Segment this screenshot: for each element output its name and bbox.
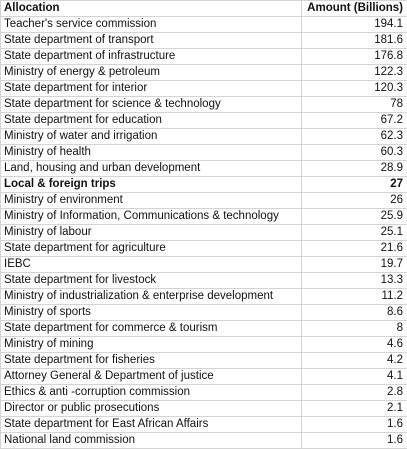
table-row: National land commission 1.6 <box>0 432 407 449</box>
amount-cell: 60.3 <box>301 144 407 161</box>
allocation-cell: State department for East African Affair… <box>0 416 302 433</box>
allocation-cell: State department of infrastructure <box>0 48 302 65</box>
table-row: Ministry of Information, Communications … <box>0 208 407 225</box>
allocation-cell: State department of transport <box>0 32 302 49</box>
amount-cell: 27 <box>301 176 407 193</box>
table-row: Director or public prosecutions 2.1 <box>0 400 407 417</box>
allocation-cell: Ministry of health <box>0 144 302 161</box>
amount-cell: 26 <box>301 192 407 209</box>
allocation-cell: IEBC <box>0 256 302 273</box>
amount-cell: 21.6 <box>301 240 407 257</box>
table-row: IEBC 19.7 <box>0 256 407 273</box>
amount-cell: 4.6 <box>301 336 407 353</box>
amount-cell: 25.9 <box>301 208 407 225</box>
table-row: Ministry of environment 26 <box>0 192 407 209</box>
table-row: Land, housing and urban development 28.9 <box>0 160 407 177</box>
amount-cell: 62.3 <box>301 128 407 145</box>
amount-cell: 120.3 <box>301 80 407 97</box>
table-row: Ministry of health 60.3 <box>0 144 407 161</box>
table-row: State department for interior 120.3 <box>0 80 407 97</box>
allocation-cell: Ethics & anti -corruption commission <box>0 384 302 401</box>
allocation-cell: Ministry of sports <box>0 304 302 321</box>
amount-cell: 4.1 <box>301 368 407 385</box>
allocation-cell: Attorney General & Department of justice <box>0 368 302 385</box>
table-row: Ministry of water and irrigation 62.3 <box>0 128 407 145</box>
amount-cell: 11.2 <box>301 288 407 305</box>
allocation-cell: National land commission <box>0 432 302 449</box>
amount-cell: 4.2 <box>301 352 407 369</box>
table-row: State department of infrastructure 176.8 <box>0 48 407 65</box>
table-row: State department for agriculture 21.6 <box>0 240 407 257</box>
header-row: Allocation Amount (Billions) <box>0 0 407 17</box>
table-row: Teacher's service commission 194.1 <box>0 16 407 33</box>
allocation-cell: Director or public prosecutions <box>0 400 302 417</box>
table-row: Ministry of industrialization & enterpri… <box>0 288 407 305</box>
amount-cell: 19.7 <box>301 256 407 273</box>
column-header-allocation: Allocation <box>0 0 302 17</box>
allocation-cell: State department for commerce & tourism <box>0 320 302 337</box>
amount-cell: 2.1 <box>301 400 407 417</box>
amount-cell: 2.8 <box>301 384 407 401</box>
table-row: Ministry of sports 8.6 <box>0 304 407 321</box>
allocation-cell: Ministry of mining <box>0 336 302 353</box>
amount-cell: 78 <box>301 96 407 113</box>
table-row: Ministry of mining 4.6 <box>0 336 407 353</box>
table-row: State department for livestock 13.3 <box>0 272 407 289</box>
amount-cell: 8 <box>301 320 407 337</box>
amount-cell: 28.9 <box>301 160 407 177</box>
allocation-cell: Local & foreign trips <box>0 176 302 193</box>
allocation-cell: Ministry of energy & petroleum <box>0 64 302 81</box>
amount-cell: 122.3 <box>301 64 407 81</box>
table-row: Ethics & anti -corruption commission 2.8 <box>0 384 407 401</box>
table-row: Attorney General & Department of justice… <box>0 368 407 385</box>
table-row: State department for science & technolog… <box>0 96 407 113</box>
amount-cell: 194.1 <box>301 16 407 33</box>
allocation-cell: State department for education <box>0 112 302 129</box>
allocation-cell: State department for livestock <box>0 272 302 289</box>
allocation-cell: Land, housing and urban development <box>0 160 302 177</box>
allocation-cell: Ministry of Information, Communications … <box>0 208 302 225</box>
table-row: State department for commerce & tourism 8 <box>0 320 407 337</box>
allocation-cell: Teacher's service commission <box>0 16 302 33</box>
allocation-cell: Ministry of water and irrigation <box>0 128 302 145</box>
table-row: State department of transport 181.6 <box>0 32 407 49</box>
amount-cell: 1.6 <box>301 432 407 449</box>
allocation-cell: State department for science & technolog… <box>0 96 302 113</box>
allocation-cell: State department for agriculture <box>0 240 302 257</box>
amount-cell: 13.3 <box>301 272 407 289</box>
column-header-amount: Amount (Billions) <box>301 0 407 17</box>
allocation-cell: State department for interior <box>0 80 302 97</box>
table-row: State department for fisheries 4.2 <box>0 352 407 369</box>
amount-cell: 67.2 <box>301 112 407 129</box>
allocation-cell: Ministry of environment <box>0 192 302 209</box>
table-row: Local & foreign trips 27 <box>0 176 407 193</box>
table-row: State department for East African Affair… <box>0 416 407 433</box>
allocation-cell: Ministry of labour <box>0 224 302 241</box>
table-row: Ministry of labour 25.1 <box>0 224 407 241</box>
amount-cell: 1.6 <box>301 416 407 433</box>
table-body: Teacher's service commission 194.1 State d… <box>0 16 407 449</box>
amount-cell: 181.6 <box>301 32 407 49</box>
allocation-cell: Ministry of industrialization & enterpri… <box>0 288 302 305</box>
amount-cell: 25.1 <box>301 224 407 241</box>
table-row: State department for education 67.2 <box>0 112 407 129</box>
allocation-cell: State department for fisheries <box>0 352 302 369</box>
table-row: Ministry of energy & petroleum 122.3 <box>0 64 407 81</box>
amount-cell: 176.8 <box>301 48 407 65</box>
amount-cell: 8.6 <box>301 304 407 321</box>
